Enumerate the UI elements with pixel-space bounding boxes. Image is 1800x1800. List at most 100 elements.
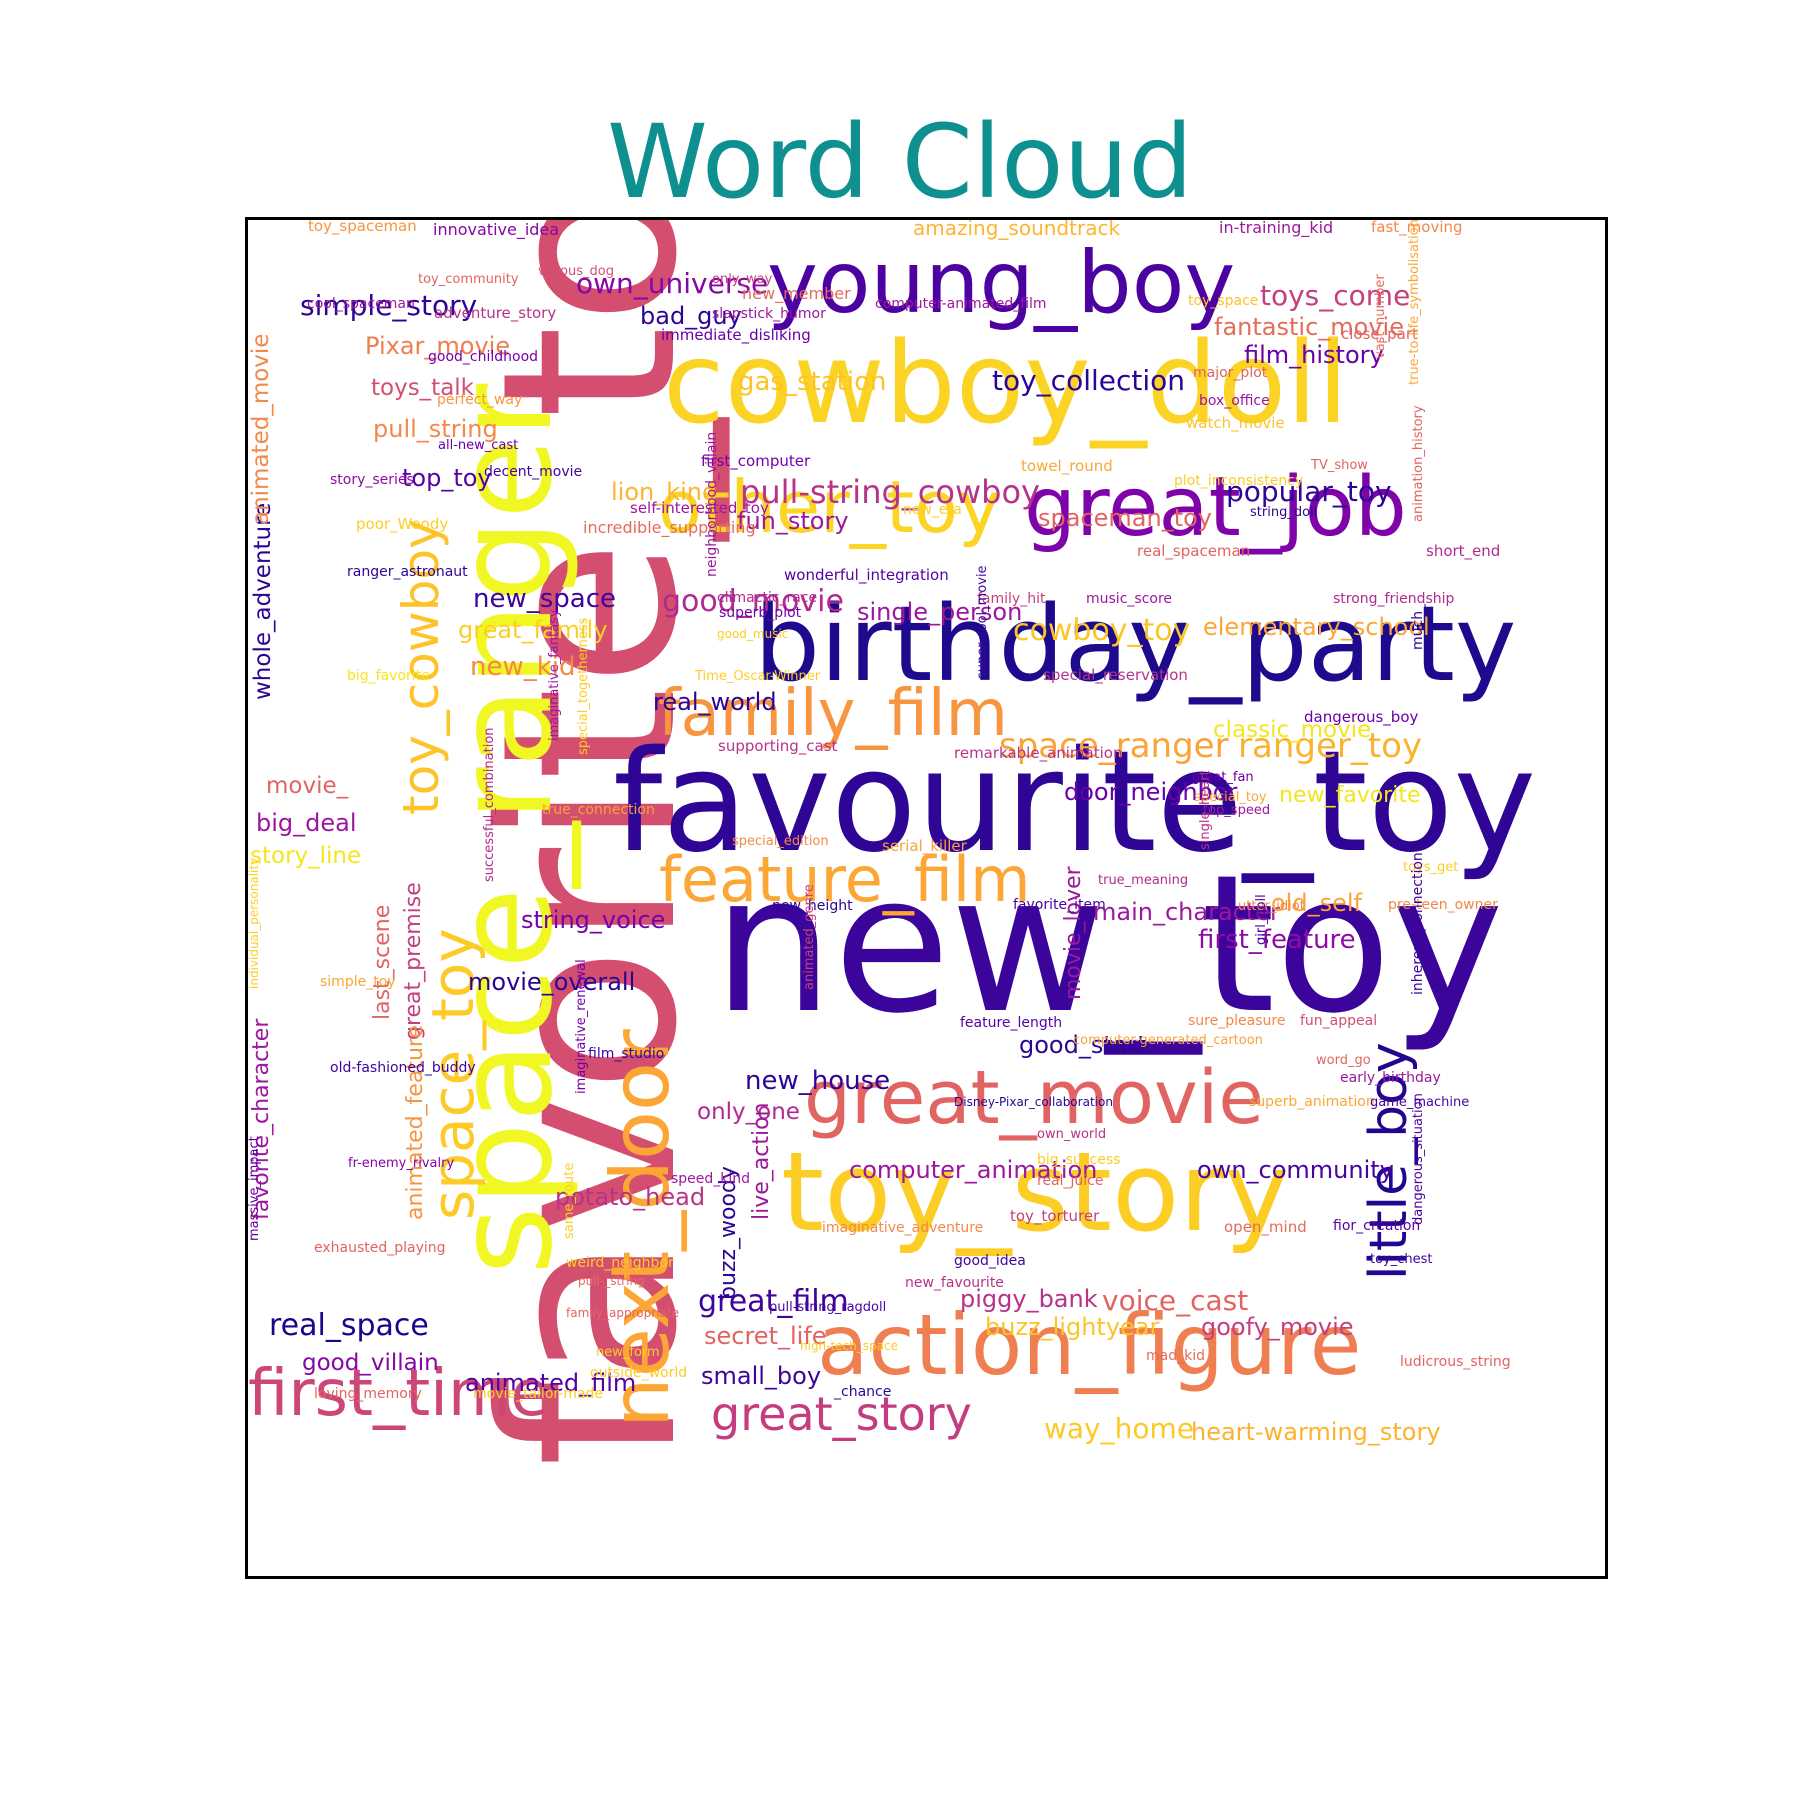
word-toys-come: toys_come [1260, 279, 1410, 312]
word-special-reservation: special_reservation [1043, 666, 1188, 685]
word-own-universe: own_universe [576, 267, 768, 300]
word-open-mind: open_mind [1224, 1218, 1307, 1237]
word-strong-friendship: strong_friendship [1333, 591, 1455, 607]
word-fun-appeal: fun_appeal [1300, 1013, 1377, 1029]
word-poor-woody: poor_Woody [356, 515, 448, 534]
word-imaginative-fantasy: imaginative_fantasy [547, 609, 562, 741]
word-first-feature: first_feature [1198, 925, 1356, 955]
word-great-family: great_family [458, 616, 608, 644]
word-buzz-lightyear: buzz_lightyear [985, 1313, 1160, 1341]
word-big-favorite: big_favorite [347, 668, 430, 684]
word-toy-story: toy_story [781, 1128, 1290, 1256]
word-goofy-movie: goofy_movie [1201, 1313, 1354, 1341]
word-pull-string: pull-_string [578, 1274, 645, 1288]
word-pull-string-cowboy: pull-string_cowboy [740, 473, 1040, 511]
word-amazing-soundtrack: amazing_soundtrack [913, 220, 1120, 240]
word-movie: movie_ [266, 773, 349, 799]
word-film-studio: film_studio [588, 1046, 664, 1062]
word-great-film: great_film [698, 1284, 849, 1319]
word-elementary-school: elementary_school [1203, 613, 1430, 641]
word-last-scene: last_scene [370, 905, 395, 1020]
word-pixar-movie: Pixar_movie [365, 332, 510, 360]
word-game-machine: game_machine [1370, 1095, 1469, 1110]
word-massive-impact: massive_impact [248, 1136, 262, 1241]
word-box-office: box_office [1199, 393, 1270, 409]
word-same-route: same_route [562, 1163, 577, 1239]
word-good-villain: good_villain [302, 1350, 439, 1376]
word-top-toy: top_toy [402, 464, 492, 492]
word-space-ranger-2: space_ranger [999, 726, 1229, 766]
word-fast-moving: fast_moving [1371, 220, 1463, 237]
word-good-start: good_start [1019, 1031, 1147, 1059]
word-buzz-woody: buzz_woody [716, 1166, 741, 1300]
word-gas-station: gas_station [738, 367, 886, 397]
word-film-history: film_history [1244, 341, 1384, 369]
word-speed-kind: speed_kind [671, 1171, 750, 1187]
word-story-line: story_line [250, 843, 361, 869]
word-toy-space: toy_space [1188, 293, 1258, 309]
word-good-idea: good_idea [954, 1253, 1026, 1269]
word-adventure-story: adventure_story [434, 304, 556, 323]
word-spaceman-toy: spaceman_toy [1038, 504, 1212, 532]
word-vicious-dog: vicious_dog [538, 264, 614, 279]
word-good-movie: good_movie [662, 584, 844, 619]
word-good-childhood: good_childhood [428, 349, 538, 365]
word-space-toy: space_toy [419, 928, 487, 1220]
word-superb-animation: superb_animation [1249, 1094, 1375, 1110]
word-movie-overall: movie_overall [468, 968, 635, 996]
word-real-world: real_world [653, 688, 777, 716]
word-story-series: story_series [330, 472, 414, 488]
word-ranger-toy: ranger_toy [1238, 726, 1422, 766]
word-great-job: great_job [1024, 460, 1407, 555]
word-bad-guy: bad_guy [640, 302, 742, 330]
word-fantastic-movie: fantastic_movie [1214, 313, 1404, 341]
word-space-ranger: space_ranger [428, 383, 582, 1275]
word-own-world: own_world [1037, 1127, 1106, 1142]
word-toys-talk: toys_talk [371, 375, 475, 401]
word-great-premise: great_premise [401, 882, 426, 1040]
word-innovative-idea: innovative_idea [433, 220, 559, 240]
word-old-self: old_self [1271, 889, 1363, 917]
word-new-favorite: new_favorite [1279, 783, 1421, 808]
word-door-neighbor: door_neighbor [1064, 778, 1237, 806]
word-favourite-toy: favourite_toy [613, 721, 1536, 884]
word-big-deal: big_deal [256, 809, 357, 837]
word-new-member: new_member [742, 284, 851, 304]
word-whole-adventure: whole_adventure [250, 503, 276, 700]
word-all-new-cast: all-new_cast [438, 438, 518, 453]
word-great-movie: great_movie [804, 1055, 1264, 1141]
word-individual-personality: individual_personality [248, 858, 261, 989]
word-decent-movie: decent_movie [484, 464, 582, 480]
word-word-go: word_go [1316, 1053, 1371, 1068]
word-neighborhood-villain: neighborhood_villain [704, 432, 720, 577]
word-close-part: close_part [1341, 325, 1418, 344]
word-perfect-way: perfect_way [437, 392, 522, 408]
word-computer-animation: computer_animation [849, 1156, 1097, 1184]
word-movie-tailor-made: movie_tailor-made [473, 1386, 603, 1402]
word-animated-movie: animated_movie [248, 334, 274, 525]
word-short-end: short_end [1426, 542, 1500, 561]
word-plot-inconsistency: plot_inconsistency [1174, 473, 1303, 489]
word-lion-king: lion_king [611, 478, 717, 506]
word-superb-plot: superb_plot [719, 605, 802, 621]
word-ludicrous-string: ludicrous_string [1400, 1354, 1511, 1370]
word-only-one: only_one [697, 1099, 800, 1125]
word-watch-movie: watch_movie [1186, 414, 1285, 433]
word-girl-doll: girl_doll [1254, 894, 1269, 945]
word-simple-toy: simple_toy [320, 974, 396, 990]
word-great-story: great_story [711, 1387, 972, 1441]
word-live-action: live_action [749, 1103, 774, 1221]
word-single-person: single_person [857, 598, 1022, 626]
word-simple-story: simple_story [300, 289, 477, 322]
word-remarkable-animation: remarkable_animation [954, 744, 1122, 763]
word-climactic-race: climactic_race [717, 590, 817, 606]
word-cowboy-toy: cowboy_toy [1013, 613, 1190, 648]
word-movie-lover: movie_lover [1061, 865, 1086, 1000]
word-slapstick-humor: slapstick_humor [712, 306, 826, 322]
word-string-voice: string_voice [521, 906, 665, 934]
word-family-film: family_film [658, 677, 1008, 751]
word-mad-kid: mad_kid [1146, 1348, 1205, 1364]
word-toys-get: toys_get [1403, 860, 1458, 875]
word-animation-history: animation_history [1411, 405, 1426, 522]
word-new-toy: new_toy [713, 834, 1504, 1055]
